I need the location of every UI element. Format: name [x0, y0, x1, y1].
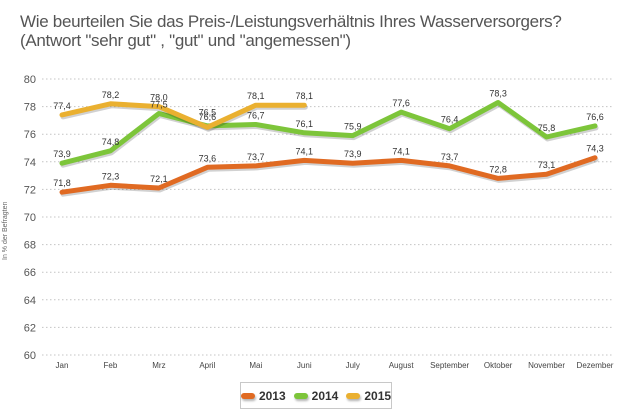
data-label-2014: 75,9 — [344, 122, 362, 132]
legend-item-2015: 2015 — [346, 389, 391, 403]
data-label-2013: 74,1 — [296, 146, 314, 156]
series-line-2013 — [59, 155, 598, 195]
x-tick-label: July — [346, 361, 360, 370]
data-label-2014: 75,8 — [538, 123, 556, 133]
data-label-2014: 73,9 — [53, 149, 71, 159]
x-tick-label: Oktober — [484, 361, 513, 370]
chart-title: Wie beurteilen Sie das Preis-/Leistungsv… — [20, 12, 562, 31]
x-tick-label: September — [430, 361, 469, 370]
data-label-2013: 72,1 — [150, 174, 168, 184]
y-tick-label: 80 — [24, 74, 36, 86]
x-tick-label: Juni — [297, 361, 312, 370]
data-label-2014: 76,4 — [441, 115, 459, 125]
legend-item-2014: 2014 — [293, 388, 339, 403]
x-tick-label: November — [528, 361, 565, 370]
data-label-2014: 76,6 — [199, 112, 217, 122]
legend-label: 2013 — [258, 388, 286, 403]
data-label-2014: 76,6 — [586, 112, 604, 122]
legend-label: 2014 — [311, 388, 339, 403]
y-tick-label: 76 — [24, 129, 36, 141]
x-tick-label: Feb — [104, 361, 118, 370]
data-label-2015: 78,1 — [296, 91, 314, 101]
y-tick-label: 78 — [24, 102, 36, 114]
data-label-2013: 73,7 — [441, 152, 459, 162]
data-label-2014: 76,7 — [247, 111, 265, 121]
data-label-2013: 73,1 — [538, 160, 556, 170]
data-label-2014: 74,8 — [102, 137, 120, 147]
y-tick-label: 68 — [24, 240, 36, 252]
x-tick-label: Mrz — [152, 361, 165, 370]
data-label-2013: 71,8 — [53, 178, 71, 188]
y-tick-label: 66 — [24, 267, 36, 279]
x-tick-label: August — [389, 361, 415, 370]
data-label-2013: 73,6 — [199, 153, 217, 163]
data-label-2015: 78,2 — [102, 90, 120, 100]
data-label-2013: 73,7 — [247, 152, 265, 162]
data-label-2013: 74,1 — [392, 146, 410, 156]
data-label-2014: 78,3 — [489, 88, 507, 98]
data-label-2015: 78,1 — [247, 91, 265, 101]
data-label-2015: 77,4 — [53, 101, 71, 111]
data-label-2013: 72,3 — [102, 171, 120, 181]
data-label-2013: 74,3 — [586, 144, 604, 154]
y-tick-label: 60 — [24, 350, 36, 362]
data-label-2014: 76,1 — [296, 119, 314, 129]
x-tick-label: Mai — [249, 361, 262, 370]
legend-swatch — [346, 392, 361, 399]
series-line-2014 — [59, 100, 598, 166]
legend-item-2013: 2013 — [240, 388, 286, 403]
legend-swatch — [293, 392, 308, 399]
series-line-2015 — [59, 101, 307, 130]
data-label-2013: 72,8 — [489, 164, 507, 174]
data-label-2015: 76,5 — [199, 107, 217, 117]
y-tick-label: 72 — [24, 184, 36, 196]
y-tick-label: 74 — [24, 157, 36, 169]
legend-swatch — [240, 392, 255, 399]
chart-subtitle: (Antwort "sehr gut" , "gut" und "angemes… — [20, 31, 351, 50]
x-tick-label: Dezember — [577, 361, 614, 370]
data-label-2014: 77,6 — [392, 98, 410, 108]
legend: 2013 2014 2015 — [240, 382, 392, 409]
x-tick-label: April — [199, 361, 215, 370]
y-tick-label: 62 — [24, 322, 36, 334]
data-label-2015: 78,0 — [150, 93, 168, 103]
y-tick-label: 64 — [24, 295, 36, 307]
y-tick-label: 70 — [24, 212, 36, 224]
legend-label: 2015 — [364, 388, 392, 403]
data-label-2013: 73,9 — [344, 149, 362, 159]
data-label-2014: 77,5 — [150, 100, 168, 110]
x-tick-label: Jan — [56, 361, 69, 370]
